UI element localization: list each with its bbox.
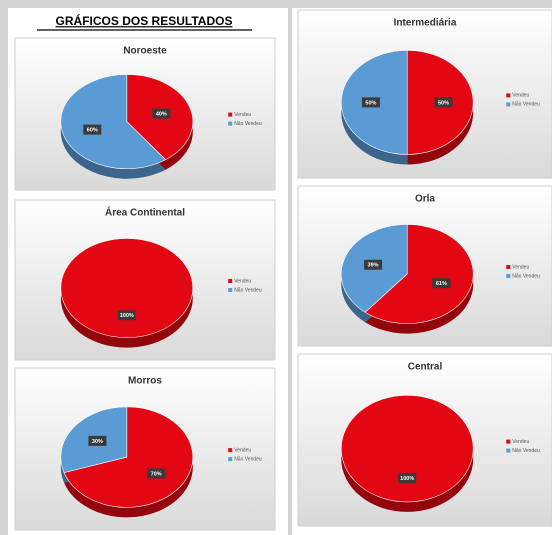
legend-swatch [506,274,511,278]
chart-title: Orla [415,194,435,205]
label-box [117,310,136,321]
label-box [152,108,171,119]
legend-swatch [228,448,233,453]
data-label: 60% [87,128,98,134]
label-box [88,435,107,446]
legend-swatch [506,448,511,453]
legend-label: Não Vendeu [234,121,262,127]
legend-swatch [228,457,233,462]
legend-label: Não Vendeu [512,448,540,454]
legend-label: Vendeu [512,264,529,270]
data-label: 40% [156,112,167,118]
legend-swatch [228,121,233,126]
label-box [398,472,417,483]
legend-label: Não Vendeu [234,287,262,293]
legend-swatch [506,439,511,444]
legend-swatch [228,288,233,292]
chart-title: Intermediária [394,18,457,29]
legend-label: Não Vendeu [234,456,262,462]
label-box [83,124,102,135]
legend-swatch [506,93,511,98]
label-box [432,278,451,289]
chart-title: Noroeste [123,46,167,57]
label-box [364,259,383,270]
legend-swatch [506,102,511,107]
data-label: 50% [438,100,449,106]
data-label: 50% [365,100,376,106]
legend-label: Vendeu [512,439,529,445]
legend-label: Vendeu [512,93,529,99]
legend-swatch [228,112,233,117]
data-label: 100% [400,476,414,482]
label-box [147,468,166,479]
data-label: 39% [368,263,379,269]
label-box [434,97,453,108]
legend-label: Vendeu [234,112,251,118]
legend-label: Vendeu [234,278,251,284]
legend-label: Vendeu [234,447,251,453]
label-box [361,97,380,108]
slice [60,238,194,338]
slice [340,394,474,503]
legend-swatch [228,279,233,283]
slice [364,224,474,324]
slice [63,406,194,508]
chart-title: Área Continental [105,206,185,219]
chart-title: Central [408,362,443,373]
pie-chart: Área Continental 100% Vendeu Não Vendeu [14,199,276,361]
chart-title: Morros [128,376,162,387]
data-label: 100% [120,313,134,319]
data-label: 61% [436,281,447,287]
data-label: 30% [92,439,103,445]
pie-chart: Central 100% Vendeu Não Vendeu [297,353,552,527]
data-label: 70% [151,471,162,477]
pie-chart: Noroeste 40% 60% Vendeu Não Vendeu [14,37,276,191]
legend-label: Não Vendeu [512,273,540,279]
page-title: GRÁFICOS DOS RESULTADOS [56,13,233,28]
pie-chart: Orla 61% 39% Vendeu Não Vendeu [297,185,552,347]
legend-label: Não Vendeu [512,102,540,108]
legend-swatch [506,265,511,269]
pie-chart: Morros 70% 30% Vendeu Não Vendeu [14,367,276,531]
slice [60,74,167,170]
pie-chart: Intermediária 50% 50% Vendeu Não Vendeu [297,9,552,179]
